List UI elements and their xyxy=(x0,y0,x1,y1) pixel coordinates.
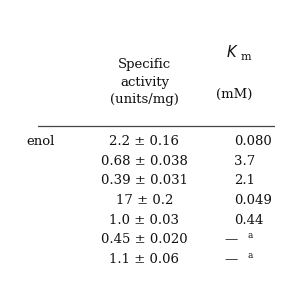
Text: —: — xyxy=(225,233,238,246)
Text: a: a xyxy=(247,231,253,240)
Text: m: m xyxy=(240,52,251,62)
Text: 2.1: 2.1 xyxy=(234,174,255,187)
Text: 0.45 ± 0.020: 0.45 ± 0.020 xyxy=(101,233,188,246)
Text: 0.68 ± 0.038: 0.68 ± 0.038 xyxy=(101,155,188,168)
Text: 3.7: 3.7 xyxy=(234,155,256,168)
Text: $\mathit{K}$: $\mathit{K}$ xyxy=(226,44,239,60)
Text: Specific
activity
(units/mg): Specific activity (units/mg) xyxy=(110,58,179,106)
Text: 0.39 ± 0.031: 0.39 ± 0.031 xyxy=(101,174,188,187)
Text: 1.0 ± 0.03: 1.0 ± 0.03 xyxy=(109,214,180,227)
Text: (mM): (mM) xyxy=(216,88,253,101)
Text: —: — xyxy=(225,253,238,266)
Text: enol: enol xyxy=(26,135,55,148)
Text: 0.049: 0.049 xyxy=(234,194,272,207)
Text: 0.080: 0.080 xyxy=(234,135,272,148)
Text: 2.2 ± 0.16: 2.2 ± 0.16 xyxy=(109,135,180,148)
Text: 0.44: 0.44 xyxy=(234,214,264,227)
Text: 17 ± 0.2: 17 ± 0.2 xyxy=(116,194,173,207)
Text: 1.1 ± 0.06: 1.1 ± 0.06 xyxy=(109,253,180,266)
Text: a: a xyxy=(247,251,253,260)
